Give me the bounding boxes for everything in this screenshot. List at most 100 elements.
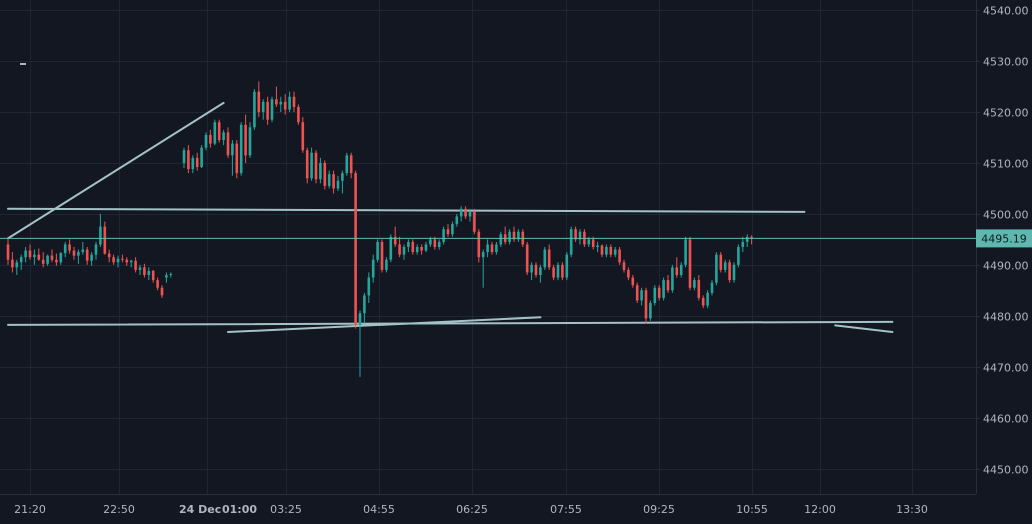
candle-up [486,244,489,253]
price-axis-tick-label: 4480.00 [983,311,1029,324]
candle-down [644,290,648,319]
drawings[interactable] [7,101,894,334]
candle-down [37,254,41,260]
candle-down [107,253,111,258]
candle-down [547,249,551,268]
candle-down [323,162,327,186]
time-axis-tick-label: 07:55 [550,503,582,516]
candle-up [442,229,445,242]
price-axis[interactable]: 4450.00 4460.00 4470.00 4480.00 4490.00 4500.… [976,5,1029,477]
candle-up [543,249,547,268]
candle-up [81,249,85,253]
candle-up [565,254,569,278]
candle-down [112,257,115,263]
candle-down [41,259,45,264]
candle-up [99,226,102,245]
horizontal-line-drawing[interactable] [7,320,894,326]
price-axis-tick-label: 4460.00 [983,413,1029,426]
candle-down [85,249,89,261]
candle-down [657,287,661,298]
candle-down [266,101,269,120]
last-price-label: 4495.19 [981,232,1027,245]
candle-up [231,143,234,156]
candle-up [662,280,665,298]
candle-up [402,247,406,255]
candle-down [446,229,450,235]
candle-down [244,124,247,156]
candle-up [587,239,591,245]
candle-up [539,267,542,276]
candle-down [156,280,159,288]
candle-up [59,253,63,263]
candle-up [710,282,714,293]
price-axis-tick-label: 4530.00 [983,56,1029,69]
candle-up [165,275,168,278]
candle-down [618,249,621,263]
trend-line-drawing[interactable] [834,324,894,334]
candle-up [569,229,573,255]
candle-up [15,262,19,268]
candle-up [684,239,687,265]
candle-up [451,224,454,235]
time-axis-tick-label: 10:55 [736,503,768,516]
price-axis-tick-label: 4470.00 [983,362,1029,375]
candle-down [420,247,423,251]
candle-down [393,236,397,245]
candle-up [613,249,617,255]
candle-up [248,127,252,156]
trend-line-drawing[interactable] [227,316,542,334]
candle-up [33,254,36,258]
candle-up [481,252,485,258]
candle-up [182,150,186,163]
candle-down [666,280,670,291]
candle-down [209,134,212,144]
candle-up [371,259,375,278]
candle-down [217,122,221,141]
candle-down [28,250,32,258]
candle-down [6,244,10,260]
candle-down [552,267,555,278]
candle-down [332,174,335,189]
candle-up [499,234,503,245]
candle-up [341,173,344,181]
candle-down [11,259,14,268]
candle-up [737,247,740,265]
candle-up [147,270,151,276]
horizontal-line-drawing[interactable] [7,207,806,213]
trend-line-drawing[interactable] [7,101,225,240]
time-axis-tick-label: 01:00 [222,503,257,516]
candle-up [455,216,459,225]
time-axis-tick-label: 09:25 [643,503,675,516]
candle-up [517,231,520,240]
candle-up [649,303,652,319]
candle-up [495,244,498,253]
price-axis-tick-label: 4520.00 [983,107,1029,120]
candle-up [288,96,291,110]
candle-up [715,254,718,283]
last-price-tag-background [976,229,1032,248]
candle-up [424,244,428,251]
candle-down [235,143,239,174]
candle-down [103,226,107,254]
price-axis-tick-label: 4540.00 [983,5,1029,18]
candle-up [261,101,265,113]
candle-up [376,241,379,260]
candle-down [349,155,353,174]
time-axis-tick-label: 03:25 [270,503,302,516]
candle-down [292,96,296,107]
candle-up [459,208,463,217]
candle-up [77,252,80,256]
time-axis[interactable]: 21:20 22:50 24 Dec 01:00 03:25 04:55 06:25 07:5… [14,503,928,516]
last-price-tag: 4495.19 [976,229,1032,248]
candle-down [68,244,71,251]
candle-up [169,273,173,276]
candle-up [640,290,643,301]
candle-down [728,262,731,281]
time-axis-tick-label: 22:50 [103,503,135,516]
candle-up [129,260,133,263]
candle-down [622,262,626,270]
candle-down [275,99,278,105]
candle-up [407,241,410,247]
